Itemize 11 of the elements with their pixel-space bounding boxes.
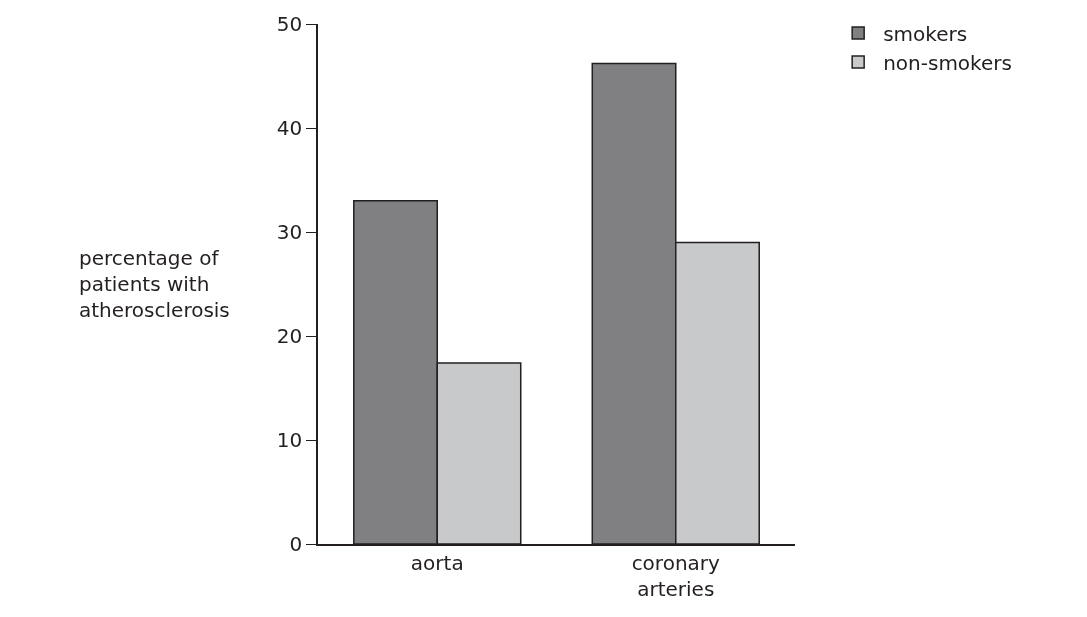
legend-label: non-smokers bbox=[883, 50, 1012, 75]
y-tick-label: 30 bbox=[276, 220, 303, 244]
y-tick-label: 40 bbox=[276, 116, 303, 140]
x-tick-label: coronary arteries bbox=[631, 550, 721, 601]
x-tick-label: aorta bbox=[410, 550, 464, 575]
y-axis-title: percentage of patients with atherosclerosis bbox=[79, 246, 230, 322]
y-tick-label: 0 bbox=[289, 532, 303, 556]
y-tick-label: 20 bbox=[276, 324, 303, 348]
y-tick-label: 50 bbox=[276, 12, 303, 36]
y-tick-label: 10 bbox=[276, 428, 303, 452]
legend-label: smokers bbox=[883, 21, 968, 46]
